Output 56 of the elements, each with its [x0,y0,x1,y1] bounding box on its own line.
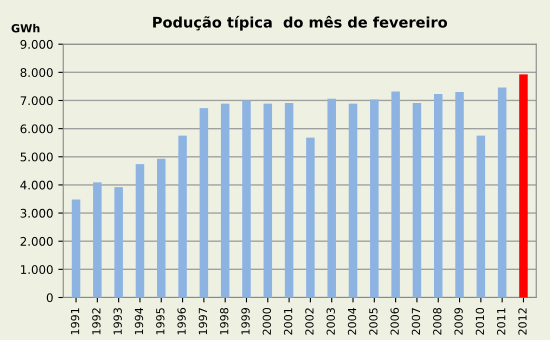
y-tick-label: 7.000 [20,96,53,106]
x-tick-label: 1992 [92,308,101,334]
bar [136,164,144,298]
y-tick-label: 3.000 [20,208,53,218]
y-tick-label: 5.000 [20,152,53,162]
x-tick-label: 2005 [369,308,378,335]
chart-title: Podução típica do mês de fevereiro [153,16,448,31]
x-tick-label: 2002 [305,308,314,335]
x-tick-label: 2004 [348,308,356,335]
x-tick-label: 1999 [241,308,250,334]
bar [284,103,294,298]
y-tick-label: 1.000 [21,265,53,274]
bar [370,99,379,298]
x-tick-label: 2009 [454,308,463,335]
x-tick-label: 2008 [433,308,442,335]
x-tick-label: 1996 [177,308,186,334]
bar [455,92,464,298]
bar [476,136,486,298]
bar [391,91,400,298]
bar [72,200,80,298]
y-tick-label: 9.000 [20,40,53,49]
bar [348,104,358,298]
bar [264,104,272,298]
bar [498,88,506,298]
bar [220,104,230,298]
x-tick-label: 2007 [412,308,420,335]
bar [434,94,442,298]
y-tick-label: 6.000 [20,124,53,134]
x-tick-label: 2010 [476,308,484,335]
x-tick-label: 2006 [390,308,399,335]
x-tick-label: 2012 [518,308,527,335]
y-tick-label: 2.000 [20,236,53,246]
bar [200,108,208,298]
bar [519,74,528,298]
bar [306,138,315,298]
x-tick-label: 1994 [134,308,144,334]
x-tick-label: 1998 [220,308,228,334]
bar [157,158,166,298]
y-tick-label: 8.000 [20,68,53,77]
x-tick-label: 1995 [156,308,164,334]
bar [242,100,251,298]
x-tick-label: 2011 [496,308,506,335]
x-tick-label: 2001 [284,308,292,335]
bar [114,187,123,298]
x-tick-label: 1993 [113,308,122,334]
bar [93,182,102,298]
x-tick-label: 2000 [262,308,272,335]
x-tick-label: 1997 [198,308,208,334]
y-axis-title: GWh [12,24,40,32]
bar [412,103,422,298]
x-tick-label: 1991 [70,308,80,334]
bar [327,98,336,298]
y-tick-label: 4.000 [20,180,53,190]
x-tick-label: 2003 [326,308,335,335]
y-tick-label: 0 [46,293,53,302]
bar [178,136,187,298]
